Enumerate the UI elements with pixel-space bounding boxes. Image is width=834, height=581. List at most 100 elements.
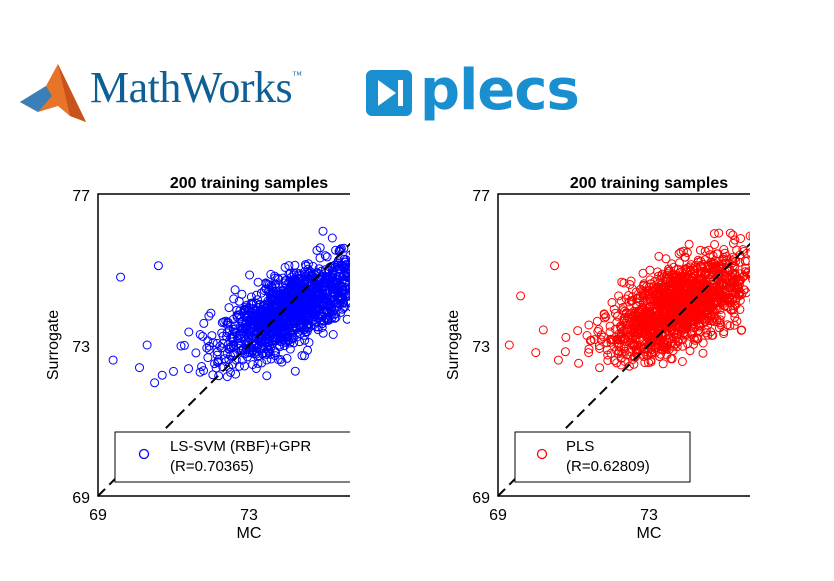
data-point — [204, 311, 214, 321]
data-point — [300, 297, 310, 307]
data-point — [742, 256, 750, 266]
data-point — [345, 250, 350, 260]
data-point — [282, 335, 292, 344]
data-point — [331, 277, 341, 287]
data-point — [217, 318, 227, 328]
data-point — [737, 289, 747, 299]
data-point — [236, 341, 246, 351]
data-point — [672, 342, 682, 352]
data-point — [669, 317, 679, 327]
data-point — [284, 261, 294, 271]
data-point — [612, 358, 622, 368]
data-point — [212, 350, 222, 360]
data-point — [669, 262, 679, 272]
data-point — [327, 306, 337, 316]
y-tick-label-77: 77 — [72, 188, 90, 205]
data-point — [685, 316, 695, 326]
data-point — [550, 261, 560, 271]
data-point — [657, 271, 667, 281]
data-point — [723, 274, 733, 284]
data-point — [310, 317, 320, 327]
data-point — [332, 298, 342, 308]
data-point — [619, 325, 629, 335]
data-points — [108, 226, 350, 388]
data-point — [688, 290, 698, 300]
data-point — [516, 291, 526, 301]
data-point — [199, 318, 209, 328]
data-point — [256, 288, 266, 298]
data-point — [645, 275, 655, 285]
data-point — [573, 326, 583, 336]
mathworks-logo-icon — [20, 64, 86, 122]
data-point — [231, 369, 241, 379]
data-point — [603, 350, 613, 360]
data-point — [331, 283, 341, 293]
data-point — [333, 279, 343, 289]
data-point — [236, 346, 246, 356]
data-point — [282, 299, 292, 309]
data-point — [294, 275, 304, 284]
data-point — [312, 245, 322, 255]
data-point — [688, 297, 698, 307]
data-point — [678, 308, 688, 318]
data-point — [620, 306, 630, 316]
data-point — [531, 348, 541, 358]
data-point — [297, 351, 307, 361]
data-point — [237, 331, 247, 341]
data-point — [643, 286, 653, 296]
data-point — [295, 313, 305, 323]
data-point — [317, 323, 327, 332]
data-point — [664, 345, 674, 355]
data-point — [627, 292, 637, 302]
data-point — [339, 243, 349, 253]
data-point — [195, 330, 205, 339]
data-point — [715, 264, 725, 274]
data-point — [714, 228, 724, 238]
data-point — [253, 342, 262, 352]
data-point — [280, 276, 290, 286]
data-point — [270, 273, 280, 283]
data-point — [235, 329, 245, 339]
plot-area-border — [497, 193, 750, 497]
data-point — [653, 305, 663, 315]
data-point — [739, 272, 749, 282]
data-point — [708, 282, 718, 292]
data-point — [708, 251, 718, 261]
data-point — [330, 260, 340, 270]
data-point — [616, 342, 626, 352]
data-point — [701, 328, 711, 338]
data-point — [242, 300, 252, 310]
data-point — [654, 313, 664, 323]
data-point — [320, 251, 330, 261]
data-point — [616, 322, 626, 332]
data-point — [704, 245, 714, 255]
data-point — [197, 362, 207, 371]
data-point — [630, 330, 640, 340]
data-point — [698, 348, 708, 358]
data-point — [561, 332, 571, 342]
data-point — [690, 310, 700, 320]
data-point — [584, 348, 594, 358]
data-point — [255, 299, 265, 309]
data-point — [721, 255, 731, 265]
data-point — [684, 239, 694, 249]
data-point — [296, 310, 306, 320]
data-point — [325, 304, 335, 313]
y-axis-label: Surrogate — [45, 310, 62, 380]
data-point — [671, 333, 681, 343]
data-point — [157, 370, 167, 380]
data-point — [246, 292, 256, 302]
data-point — [348, 278, 350, 286]
data-point — [589, 335, 599, 345]
data-point — [323, 288, 332, 298]
data-point — [237, 328, 247, 338]
data-points — [504, 228, 750, 373]
data-point — [184, 327, 194, 337]
data-point — [203, 336, 213, 346]
data-point — [337, 281, 347, 291]
data-point — [625, 327, 635, 337]
data-point — [299, 267, 309, 277]
data-point — [228, 324, 238, 334]
data-point — [650, 336, 660, 346]
data-point — [269, 305, 279, 315]
